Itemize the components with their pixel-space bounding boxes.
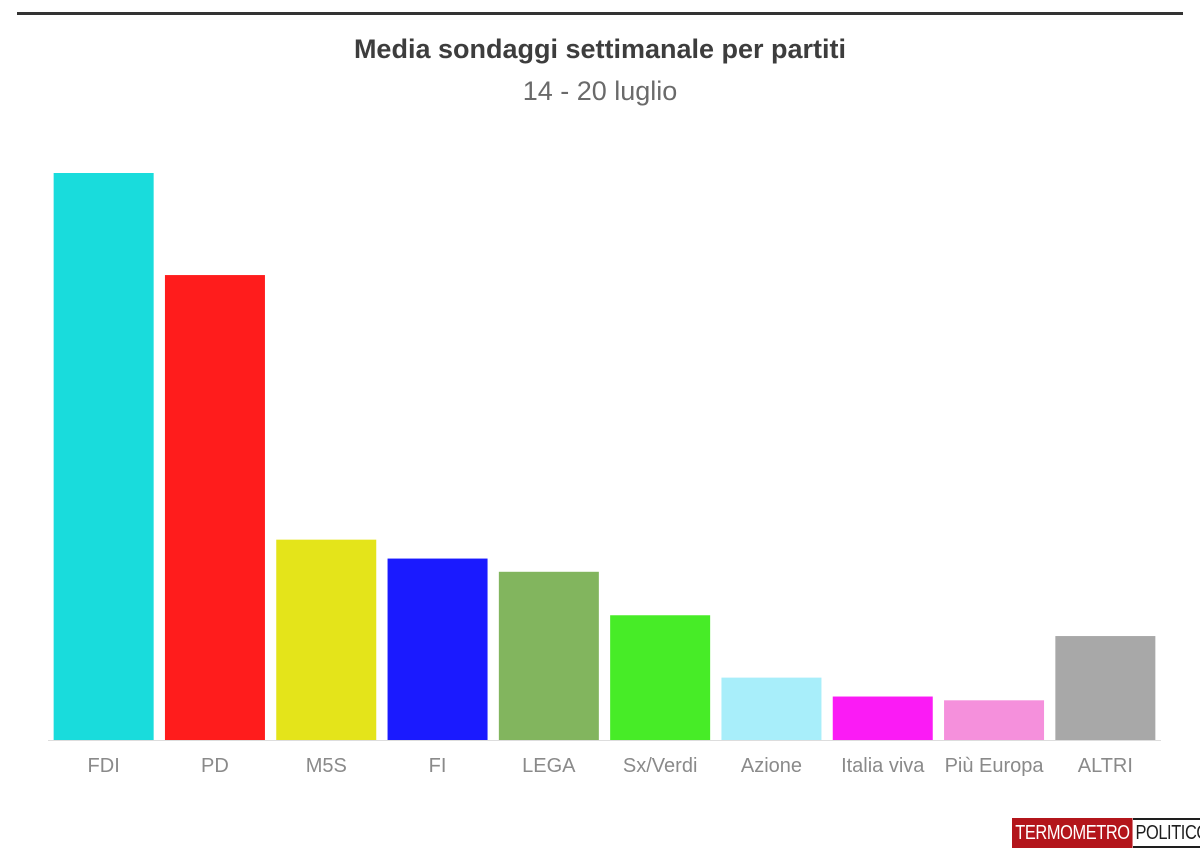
top-rule xyxy=(17,12,1183,15)
x-tick-label: M5S xyxy=(306,755,347,777)
x-tick-label: FI xyxy=(429,755,447,777)
x-tick-label: ALTRI xyxy=(1078,755,1133,777)
termometro-politico-logo: TERMOMETRO POLITICO xyxy=(1012,818,1200,848)
chart-subtitle: 14 - 20 luglio xyxy=(522,76,678,106)
x-tick-label: LEGA xyxy=(522,755,576,777)
bar-fdi[interactable] xyxy=(53,173,154,740)
logo-part-2: POLITICO xyxy=(1133,818,1200,848)
bar-sx-verdi[interactable] xyxy=(610,615,711,740)
x-tick-label: FDI xyxy=(88,755,120,777)
logo-part-1: TERMOMETRO xyxy=(1012,818,1133,848)
bar-pi-europa[interactable] xyxy=(944,700,1045,740)
x-tick-label: Sx/Verdi xyxy=(623,755,697,777)
chart-title: Media sondaggi settimanale per partiti xyxy=(353,34,847,64)
bar-azione[interactable] xyxy=(721,677,822,740)
bar-italia-viva[interactable] xyxy=(832,696,933,740)
x-tick-label: Azione xyxy=(741,755,802,777)
bar-fi[interactable] xyxy=(387,558,488,740)
x-tick-label: PD xyxy=(201,755,229,777)
x-tick-label: Più Europa xyxy=(945,755,1045,777)
bar-altri[interactable] xyxy=(1055,636,1156,740)
bar-pd[interactable] xyxy=(164,275,265,740)
bar-m5s[interactable] xyxy=(276,539,377,740)
bar-lega[interactable] xyxy=(498,571,599,740)
x-tick-label: Italia viva xyxy=(841,755,925,777)
